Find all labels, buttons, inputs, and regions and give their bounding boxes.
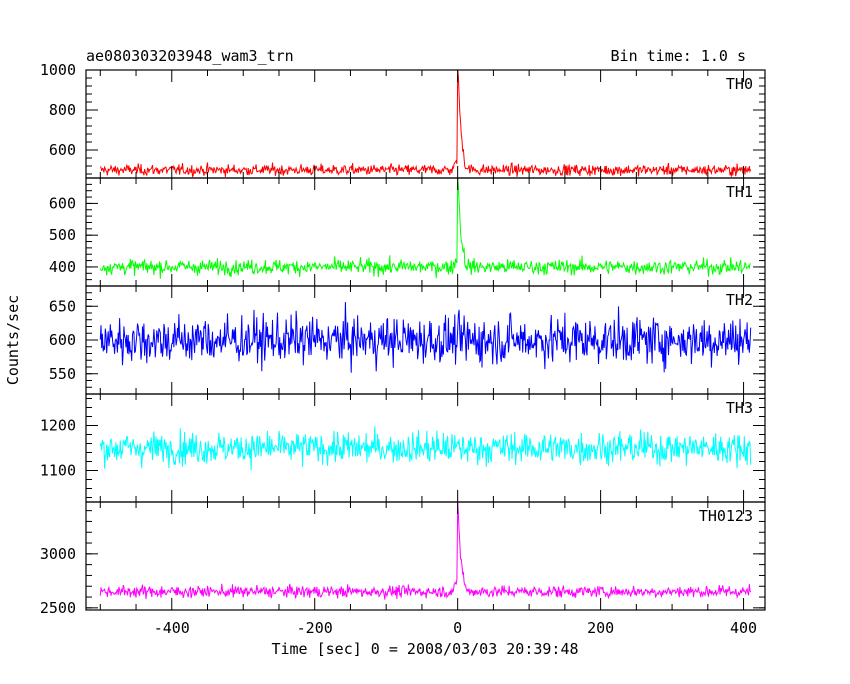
panel-frame xyxy=(85,501,766,611)
series-line-th0123 xyxy=(99,501,752,600)
y-tick-label: 600 xyxy=(49,141,76,159)
panel-th1: 400 500 600 TH1 xyxy=(49,177,766,287)
y-tick-label: 550 xyxy=(49,365,76,383)
x-tick-label: 0 xyxy=(453,619,462,637)
panels-layer: 600 800 1000 TH0 400 500 600 TH1 550 600 650 TH2 110… xyxy=(40,61,766,637)
y-tick-label: 3000 xyxy=(40,545,76,563)
y-tick-label: 1100 xyxy=(40,462,76,480)
panel-label: TH0 xyxy=(726,75,753,93)
series-line-th2 xyxy=(99,301,752,373)
panel-label: TH3 xyxy=(726,399,753,417)
x-axis-label: Time [sec] 0 = 2008/03/03 20:39:48 xyxy=(271,640,578,658)
series-line-th0 xyxy=(99,69,752,178)
y-axis-label: Counts/sec xyxy=(4,295,22,385)
panel-label: TH1 xyxy=(726,183,753,201)
y-tick-label: 1200 xyxy=(40,417,76,435)
panel-th0123: 2500 3000 TH0123 xyxy=(40,501,766,617)
y-tick-label: 600 xyxy=(49,194,76,212)
y-tick-label: 1000 xyxy=(40,61,76,79)
x-tick-label: -400 xyxy=(154,619,190,637)
x-tick-label: 400 xyxy=(730,619,757,637)
panel-th3: 1100 1200 TH3 xyxy=(40,393,766,503)
x-tick-label: 200 xyxy=(587,619,614,637)
panel-frame xyxy=(85,69,766,179)
y-tick-label: 650 xyxy=(49,297,76,315)
panel-label: TH2 xyxy=(726,291,753,309)
panel-th0: 600 800 1000 TH0 xyxy=(40,61,766,179)
series-line-th1 xyxy=(99,177,751,279)
y-tick-label: 800 xyxy=(49,101,76,119)
series-line-th3 xyxy=(99,426,752,471)
panel-th2: 550 600 650 TH2 xyxy=(49,285,766,395)
panel-label: TH0123 xyxy=(699,507,753,525)
y-tick-label: 2500 xyxy=(40,599,76,617)
chart-title-right: Bin time: 1.0 s xyxy=(611,47,746,65)
x-tick-label: -200 xyxy=(297,619,333,637)
y-tick-label: 500 xyxy=(49,226,76,244)
y-tick-label: 600 xyxy=(49,331,76,349)
chart-title-left: ae080303203948_wam3_trn xyxy=(86,47,294,65)
y-tick-label: 400 xyxy=(49,258,76,276)
